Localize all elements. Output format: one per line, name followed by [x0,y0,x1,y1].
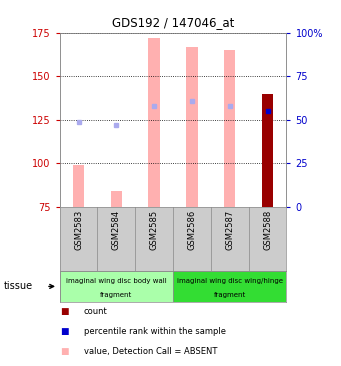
Text: GDS192 / 147046_at: GDS192 / 147046_at [112,16,234,29]
Bar [173,271,286,302]
Text: fragment: fragment [213,292,246,298]
Bar [262,94,273,207]
Bar [224,51,235,207]
Bar [111,191,122,207]
Text: imaginal wing disc wing/hinge: imaginal wing disc wing/hinge [177,278,283,284]
Text: GSM2583: GSM2583 [74,210,83,250]
Text: count: count [84,307,107,315]
Bar [60,271,173,302]
Bar [186,47,198,207]
Text: fragment: fragment [100,292,133,298]
Text: GSM2584: GSM2584 [112,210,121,250]
Bar [73,165,84,207]
Text: ■: ■ [60,307,68,315]
Bar [148,38,160,207]
Text: GSM2588: GSM2588 [263,210,272,250]
FancyArrowPatch shape [49,284,54,288]
Text: ■: ■ [60,347,68,356]
Text: value, Detection Call = ABSENT: value, Detection Call = ABSENT [84,347,217,356]
Text: tissue: tissue [3,281,32,291]
Text: GSM2585: GSM2585 [150,210,159,250]
Text: percentile rank within the sample: percentile rank within the sample [84,327,225,336]
Text: imaginal wing disc body wall: imaginal wing disc body wall [66,278,167,284]
Text: GSM2587: GSM2587 [225,210,234,250]
Text: ■: ■ [60,327,68,336]
Text: GSM2586: GSM2586 [188,210,196,250]
